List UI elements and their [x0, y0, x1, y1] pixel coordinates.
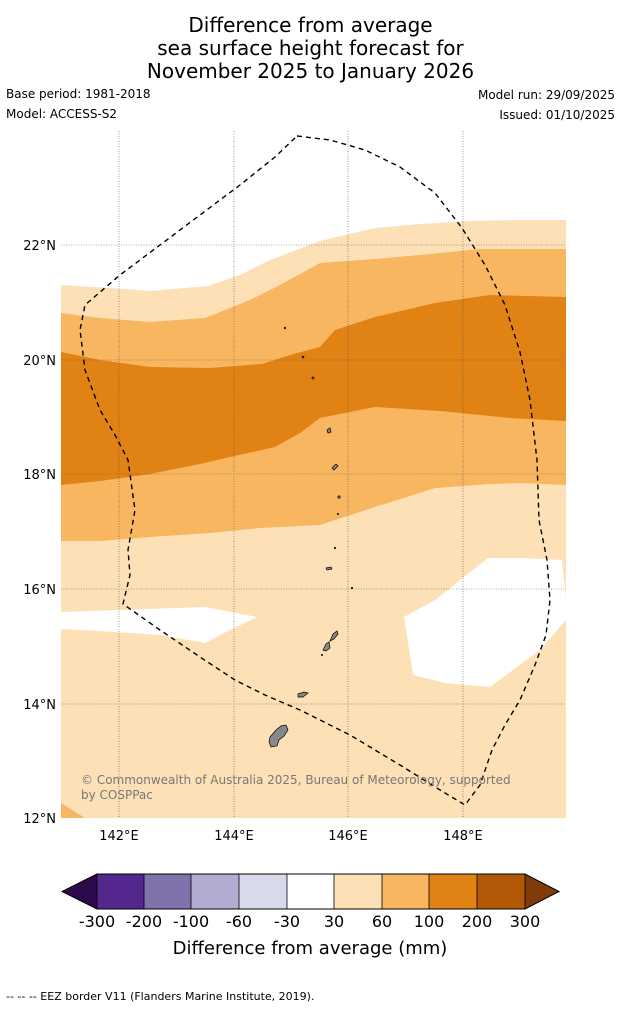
- latitude-axis: 22°N 20°N 18°N 16°N 14°N 12°N: [23, 239, 56, 827]
- colorbar-extend-low: [62, 874, 97, 909]
- island-uracas: [301, 355, 305, 359]
- lon-label: 146°E: [328, 829, 368, 844]
- lon-label: 144°E: [214, 829, 254, 844]
- colorbar-segment: [239, 874, 287, 909]
- island-tinian: [322, 641, 331, 652]
- island-sarigan: [333, 546, 337, 550]
- model-name: Model: ACCESS-S2: [6, 107, 118, 121]
- colorbar-tick: 100: [414, 912, 445, 931]
- island-anatahan: [325, 566, 333, 571]
- copyright-line-2: by COSPPac: [81, 788, 153, 802]
- model-run: Model run: 29/09/2025: [477, 88, 615, 102]
- lat-label: 20°N: [23, 354, 56, 369]
- island-asuncion: [326, 427, 332, 434]
- colorbar-tick: 30: [324, 912, 344, 931]
- colorbar-legend: -300 -200 -100 -60 -30 30 60 100 200 300…: [60, 873, 561, 959]
- chart-title: Difference from average sea surface heig…: [0, 14, 621, 83]
- colorbar-tick: -30: [274, 912, 300, 931]
- contour-60-100-corner: [61, 803, 85, 818]
- lat-label: 18°N: [23, 468, 56, 483]
- lon-label: 142°E: [99, 829, 139, 844]
- lat-label: 12°N: [23, 812, 56, 827]
- colorbar-segment: [97, 874, 144, 909]
- colorbar-tick: -200: [126, 912, 162, 931]
- lat-label: 14°N: [23, 698, 56, 713]
- island-guguan: [336, 512, 340, 516]
- contour-neutral-north: [61, 131, 566, 291]
- island-rota: [297, 691, 309, 698]
- contour-layer: [61, 131, 566, 818]
- lat-label: 22°N: [23, 239, 56, 254]
- colorbar-extend-high: [525, 874, 559, 909]
- gridlines: [61, 131, 566, 818]
- island-saipan: [329, 630, 339, 642]
- island-alamagan: [337, 495, 341, 499]
- eez-footnote: -- -- -- EEZ border V11 (Flanders Marine…: [6, 990, 315, 1003]
- eez-border: [79, 135, 551, 806]
- colorbar-segment: [191, 874, 239, 909]
- title-line-2: sea surface height forecast for: [157, 36, 464, 60]
- island-maug: [311, 376, 315, 380]
- copyright-line-1: © Commonwealth of Australia 2025, Bureau…: [81, 773, 511, 787]
- colorbar-ticks: -300 -200 -100 -60 -30 30 60 100 200 300: [79, 912, 540, 931]
- contour-neutral-west: [61, 607, 257, 643]
- island-aguijan: [320, 653, 324, 657]
- colorbar-tick: -300: [79, 912, 115, 931]
- base-period: Base period: 1981-2018: [6, 87, 151, 101]
- island-pagan: [331, 463, 339, 471]
- land-islands: [268, 326, 354, 748]
- colorbar-dividers: [96, 874, 526, 909]
- colorbar-segment: [287, 874, 334, 909]
- colorbar-segment: [477, 874, 525, 909]
- island-north-rock: [283, 326, 287, 330]
- colorbar-segment: [382, 874, 429, 909]
- issued-date: Issued: 01/10/2025: [499, 108, 615, 122]
- title-line-3: November 2025 to January 2026: [146, 59, 475, 83]
- colorbar-tick: -60: [226, 912, 252, 931]
- colorbar-label: Difference from average (mm): [173, 938, 448, 959]
- colorbar-tick: 60: [372, 912, 392, 931]
- colorbar-tick: 200: [462, 912, 493, 931]
- lon-label: 148°E: [443, 829, 483, 844]
- colorbar-segment: [144, 874, 191, 909]
- colorbar-segment: [334, 874, 382, 909]
- colorbar-segment: [429, 874, 477, 909]
- contour-neutral-east: [404, 558, 566, 687]
- island-farallon: [350, 586, 354, 590]
- longitude-axis: 142°E 144°E 146°E 148°E: [99, 829, 483, 844]
- colorbar-tick: 300: [510, 912, 541, 931]
- lat-label: 16°N: [23, 583, 56, 598]
- colorbar-tick: -100: [173, 912, 209, 931]
- island-guam: [268, 724, 289, 748]
- title-line-1: Difference from average: [188, 13, 433, 37]
- contour-100-200: [61, 295, 566, 485]
- map-figure: © Commonwealth of Australia 2025, Bureau…: [23, 131, 566, 959]
